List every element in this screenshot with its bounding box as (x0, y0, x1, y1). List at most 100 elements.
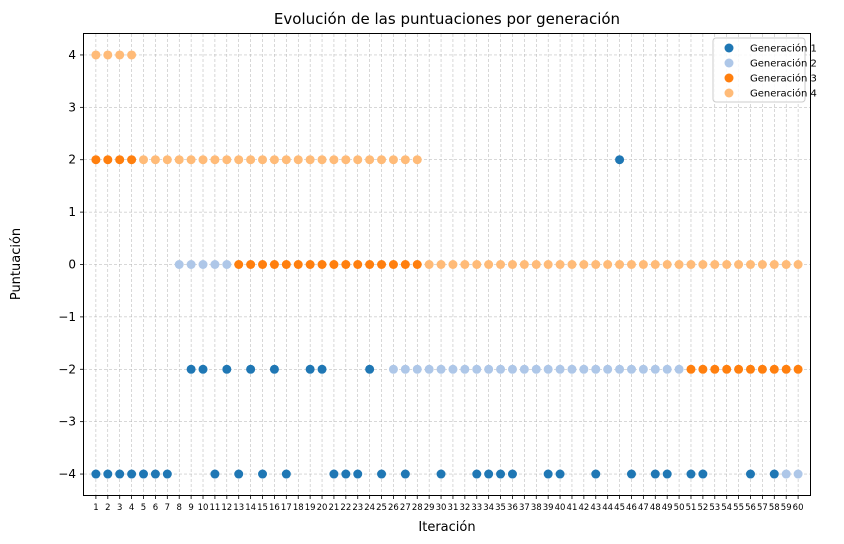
data-point (591, 469, 601, 479)
data-point (472, 364, 482, 374)
x-tick-label: 53 (709, 503, 720, 513)
data-point (567, 260, 577, 269)
data-point (127, 50, 137, 60)
data-point (757, 260, 767, 269)
y-tick-label: −4 (58, 467, 76, 481)
data-point (686, 469, 696, 479)
data-point (436, 469, 446, 479)
x-tick-label: 50 (674, 503, 685, 513)
data-point (103, 50, 113, 60)
data-point (650, 469, 660, 479)
data-point (496, 364, 506, 374)
data-point (769, 469, 779, 479)
data-point (222, 260, 232, 269)
x-tick-label: 25 (376, 503, 387, 513)
data-point (436, 260, 446, 269)
x-tick-label: 27 (400, 503, 411, 513)
x-tick-label: 11 (210, 503, 221, 513)
legend-label: Generación 2 (750, 58, 817, 70)
x-tick-label: 45 (614, 503, 625, 513)
x-tick-label: 23 (352, 503, 363, 513)
data-point (115, 469, 125, 479)
x-tick-label: 39 (543, 503, 554, 513)
x-axis-ticks: 1 2 3 4 5 6 7 8 9 10 11 12 13 14 15 16 17 18 19 20 21 22 23 24 2… (93, 495, 804, 513)
data-point (555, 260, 565, 269)
data-point (127, 155, 137, 165)
y-axis-ticks: −4 −3 −2 −1 0 1 2 3 4 (58, 48, 84, 481)
data-point (91, 155, 101, 165)
data-point (734, 260, 744, 269)
x-tick-label: 51 (686, 503, 697, 513)
x-tick-label: 2 (105, 503, 110, 513)
data-point (293, 155, 303, 165)
data-point (388, 260, 398, 269)
data-point (769, 364, 779, 374)
y-tick-label: 0 (68, 258, 76, 272)
y-tick-label: 4 (68, 48, 76, 62)
data-point (472, 469, 482, 479)
data-point (543, 260, 553, 269)
data-point (484, 364, 494, 374)
data-point (317, 364, 327, 374)
x-tick-label: 52 (697, 503, 708, 513)
x-tick-label: 18 (293, 503, 304, 513)
x-tick-label: 56 (745, 503, 756, 513)
legend-marker (724, 88, 734, 98)
data-point (710, 260, 720, 269)
x-tick-label: 37 (519, 503, 530, 513)
data-point (210, 469, 220, 479)
x-tick-label: 7 (165, 503, 170, 513)
data-point (329, 155, 339, 165)
data-point (341, 260, 351, 269)
x-tick-label: 6 (153, 503, 158, 513)
data-point (353, 155, 363, 165)
data-point (234, 469, 244, 479)
data-point (246, 364, 256, 374)
chart-title: Evolución de las puntuaciones por genera… (274, 10, 620, 28)
x-tick-label: 14 (245, 503, 256, 513)
data-point (210, 260, 220, 269)
data-point (519, 364, 529, 374)
data-point (388, 155, 398, 165)
x-tick-label: 4 (129, 503, 134, 513)
data-point (698, 260, 708, 269)
data-point (591, 364, 601, 374)
data-point (793, 364, 803, 374)
x-tick-label: 20 (317, 503, 328, 513)
data-point (662, 364, 672, 374)
data-point (745, 260, 755, 269)
data-point (615, 364, 625, 374)
data-point (496, 260, 506, 269)
data-point (174, 260, 184, 269)
data-point (139, 155, 149, 165)
data-point (365, 260, 375, 269)
data-point (412, 155, 422, 165)
x-tick-label: 26 (388, 503, 399, 513)
data-point (258, 155, 268, 165)
data-point (626, 260, 636, 269)
data-point (186, 155, 196, 165)
data-point (674, 260, 684, 269)
data-point (305, 260, 315, 269)
data-point (317, 155, 327, 165)
x-tick-label: 5 (141, 503, 146, 513)
data-point (745, 469, 755, 479)
data-point (198, 155, 208, 165)
data-point (626, 364, 636, 374)
data-point (555, 364, 565, 374)
x-tick-label: 10 (198, 503, 209, 513)
data-point (186, 364, 196, 374)
x-tick-label: 31 (448, 503, 459, 513)
y-tick-label: 2 (68, 153, 76, 167)
data-point (543, 364, 553, 374)
x-tick-label: 54 (721, 503, 732, 513)
data-point (127, 469, 137, 479)
data-point (400, 260, 410, 269)
data-point (436, 364, 446, 374)
data-point (150, 469, 160, 479)
x-tick-label: 55 (733, 503, 744, 513)
data-point (734, 364, 744, 374)
x-tick-label: 22 (340, 503, 351, 513)
x-tick-label: 24 (364, 503, 375, 513)
data-point (400, 155, 410, 165)
